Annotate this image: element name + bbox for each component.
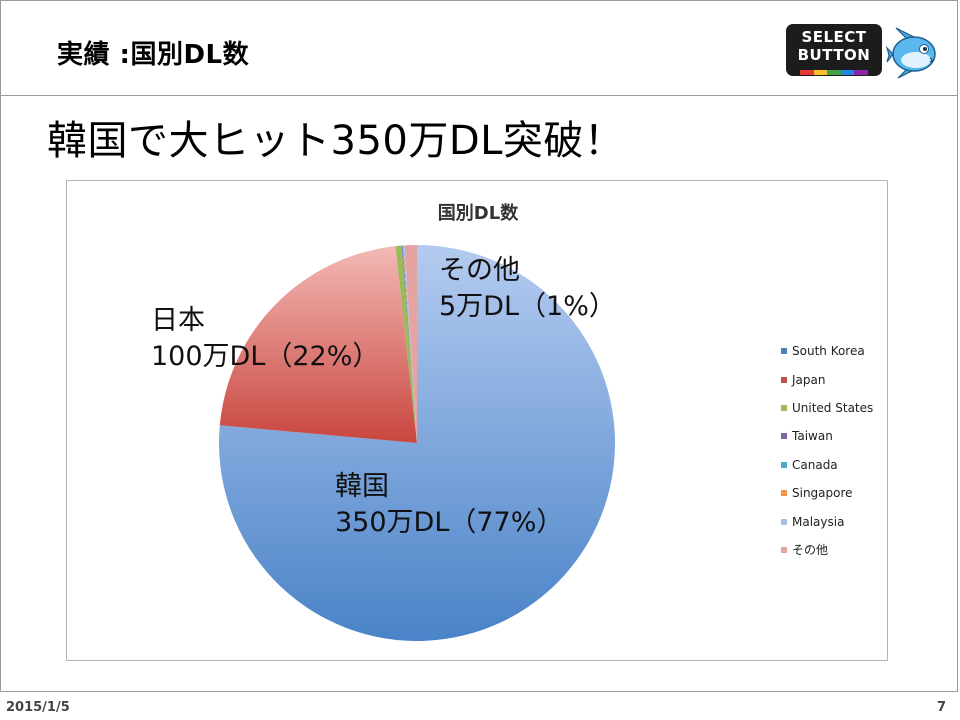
logo-stripe [800,70,814,75]
slide-frame [0,0,958,692]
slide-headline: 韓国で大ヒット350万DL突破！ [47,118,625,164]
legend-swatch [781,404,787,411]
legend-item: Japan [781,365,885,393]
label-korea-line1: 韓国 [335,471,389,502]
page-number: 7 [937,700,947,715]
legend-label: その他 [792,543,829,558]
label-korea: 韓国 350万DL（77%） [335,469,563,541]
logo-stripes [800,70,868,75]
legend-item: United States [781,394,885,422]
legend-swatch [781,518,787,525]
sunfish-mascot-icon [886,27,936,79]
label-other-line1: その他 [439,255,520,286]
legend-item: Singapore [781,479,885,507]
legend-label: Japan [792,372,826,387]
label-japan: 日本 100万DL（22%） [151,303,379,375]
legend-swatch [781,461,787,468]
pie-slice-canada [402,245,417,443]
logo-line-1: SELECT [801,28,867,46]
legend-item: その他 [781,536,885,564]
logo-wordmark: SELECT BUTTON [786,24,882,76]
legend-label: Malaysia [792,514,845,529]
legend-swatch [781,348,787,355]
pie-slice-その他 [404,245,417,443]
legend-label: South Korea [792,344,865,359]
logo-line-2: BUTTON [797,46,871,64]
logo-stripe [840,70,855,75]
legend-label: Canada [792,457,838,472]
legend-label: Taiwan [792,429,833,444]
pie-slice-united-states [395,245,417,443]
label-korea-line2: 350万DL（77%） [335,507,564,538]
pie-slice-malaysia [403,245,417,443]
legend-item: Canada [781,451,885,479]
section-title: 実績 :国別DL数 [57,40,250,70]
legend-label: Singapore [792,486,853,501]
label-japan-line1: 日本 [151,305,205,336]
chart-legend: South Korea Japan United States Taiwan Canad… [781,337,885,564]
label-japan-line2: 100万DL（22%） [151,341,380,372]
legend-swatch [781,546,787,553]
legend-swatch [781,490,787,497]
label-other-line2: 5万DL（1%） [439,291,616,322]
legend-item: Malaysia [781,507,885,535]
pie-slice-taiwan [401,245,417,443]
pie-slice-japan [219,246,417,443]
brand-logo: SELECT BUTTON [786,24,946,82]
legend-item: Taiwan [781,422,885,450]
footer-date: 2015/1/5 [6,700,70,715]
legend-item: South Korea [781,337,885,365]
logo-stripe [813,70,828,75]
chart-container: 国別DL数 日本 100万DL（22%） その他 5万DL（1%） 韓国 350… [66,180,888,661]
pie-chart [218,245,616,641]
label-other: その他 5万DL（1%） [439,253,616,325]
logo-stripe [854,70,868,75]
slide-header: 実績 :国別DL数 SELECT BUTTON [0,0,958,96]
pie-slice-singapore [402,245,417,443]
legend-swatch [781,376,787,383]
logo-stripe [827,70,841,75]
legend-label: United States [792,400,874,415]
legend-swatch [781,433,787,440]
chart-title: 国別DL数 [437,203,519,224]
